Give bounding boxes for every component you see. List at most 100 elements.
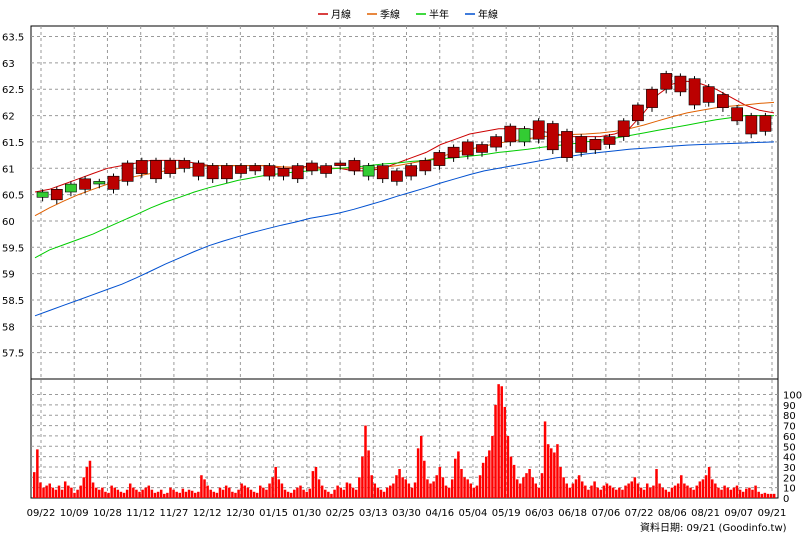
volume-bar — [147, 485, 151, 498]
volume-bar — [627, 483, 630, 498]
candle — [320, 165, 332, 174]
candle — [405, 165, 417, 177]
volume-bar — [497, 384, 500, 498]
volume-bar — [615, 489, 618, 498]
candle — [249, 165, 262, 172]
volume-bar — [587, 489, 590, 498]
price-axis-ticks: 57.5 58 58.5 59 59.5 60 60.5 61 61.5 62 62.5 63 63.5 — [2, 33, 24, 360]
volume-bar — [76, 489, 79, 498]
volume-bar — [605, 483, 609, 498]
volume-bar — [633, 477, 637, 498]
volume-bar — [94, 487, 98, 498]
volume-bar — [330, 493, 333, 498]
legend-label: 月線 — [331, 8, 351, 21]
volume-bar — [655, 469, 658, 498]
price-tick-label: 63.5 — [2, 33, 24, 44]
candle — [674, 75, 687, 93]
volume-bar — [190, 490, 194, 498]
candle — [688, 78, 701, 106]
volume-bar — [723, 485, 726, 498]
candle — [121, 162, 134, 182]
volume-bar — [159, 489, 163, 498]
candle — [461, 141, 474, 156]
price-tick-label: 57.5 — [2, 349, 24, 360]
candle — [561, 131, 573, 158]
volume-bar — [624, 485, 627, 498]
date-axis-ticks: 09/22 10/09 10/28 11/12 11/27 12/12 12/30 01/15… — [27, 508, 787, 519]
volume-bar — [184, 491, 188, 498]
volume-bar — [444, 485, 448, 498]
date-tick-label: 09/21 — [758, 508, 787, 519]
ma-line-半年 — [34, 115, 774, 259]
volume-bar — [286, 491, 290, 498]
volume-bar — [488, 450, 491, 498]
volume-bar — [494, 404, 497, 498]
volume-bar — [710, 479, 714, 498]
volume-bar — [512, 464, 516, 498]
volume-bar — [218, 487, 222, 498]
volume-bar — [460, 469, 463, 498]
candle — [745, 115, 758, 135]
volume-bar — [658, 483, 661, 498]
volume-bar — [67, 485, 70, 498]
candle — [164, 160, 177, 174]
volume-bar — [221, 489, 225, 498]
date-tick-label: 09/07 — [724, 508, 753, 519]
volume-bar — [692, 489, 695, 498]
volume-tick-label: 50 — [783, 442, 796, 453]
volume-bar — [255, 492, 259, 498]
volume-bar — [500, 386, 503, 498]
volume-bar — [122, 492, 126, 498]
volume-bar — [240, 483, 243, 498]
volume-bar — [172, 489, 175, 498]
volume-bar — [701, 479, 705, 498]
volume-bar — [70, 487, 73, 498]
candle — [759, 115, 772, 132]
volume-bar — [389, 485, 392, 498]
volume-bar — [447, 487, 451, 498]
date-tick-label: 08/06 — [658, 508, 687, 519]
volume-bar — [88, 460, 92, 498]
candle — [263, 165, 276, 177]
volume-bar — [426, 479, 429, 498]
volume-bar — [327, 491, 330, 498]
volume-bar — [772, 493, 776, 498]
volume-bar — [51, 487, 55, 498]
volume-bar — [704, 475, 708, 498]
candle — [36, 191, 49, 198]
candle — [235, 165, 247, 174]
volume-bar — [234, 492, 237, 498]
volume-bar — [113, 487, 116, 498]
volume-bar — [203, 479, 206, 498]
volume-bar — [110, 485, 113, 498]
date-tick-label: 11/12 — [126, 508, 155, 519]
volume-tick-label: 10 — [783, 484, 796, 495]
volume-bar — [289, 492, 293, 498]
volume-bar — [410, 487, 414, 498]
candle — [433, 152, 446, 166]
price-tick-label: 62.5 — [2, 85, 24, 96]
volume-bar — [79, 485, 82, 498]
volume-tick-label: 90 — [783, 401, 796, 412]
volume-bar — [342, 489, 346, 498]
volume-bar — [274, 466, 277, 498]
volume-bar — [745, 488, 748, 498]
volume-bar — [209, 489, 212, 498]
volume-bar — [726, 487, 729, 498]
volume-bar — [608, 485, 612, 498]
volume-bar — [404, 479, 407, 498]
volume-bar — [680, 475, 683, 498]
volume-bar — [450, 479, 454, 498]
volume-bar — [553, 452, 556, 498]
volume-bar — [361, 456, 364, 498]
volume-bar — [735, 485, 739, 498]
candle — [135, 160, 148, 174]
candle — [107, 175, 120, 190]
date-tick-label: 10/28 — [93, 508, 122, 519]
volume-bar — [138, 491, 141, 498]
volume-bar — [354, 489, 358, 498]
volume-bar — [537, 487, 541, 498]
volume-bar — [670, 487, 674, 498]
volume-bar — [311, 471, 315, 498]
volume-bar — [324, 489, 327, 498]
